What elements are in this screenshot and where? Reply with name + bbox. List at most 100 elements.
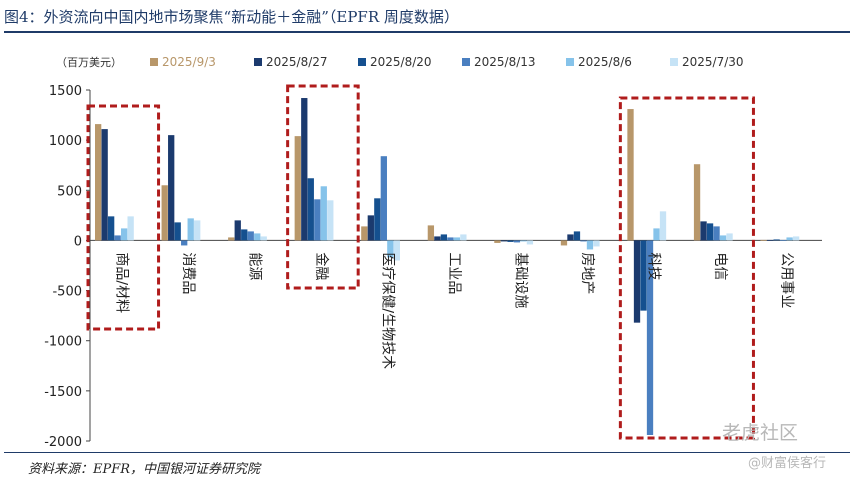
bar xyxy=(586,240,594,250)
highlight-box xyxy=(618,96,755,440)
bar xyxy=(294,136,301,241)
bar xyxy=(161,185,168,241)
bar xyxy=(380,156,387,241)
bar xyxy=(500,240,508,242)
legend-swatch xyxy=(254,58,262,66)
legend-label: 2025/9/3 xyxy=(162,55,216,69)
bar xyxy=(187,218,194,241)
category-label: 科技 xyxy=(646,252,662,280)
bar xyxy=(593,240,600,247)
legend-label: 2025/8/20 xyxy=(370,55,432,69)
category-group xyxy=(427,225,467,241)
legend-label: 2025/7/30 xyxy=(682,55,744,69)
category-group xyxy=(228,220,267,241)
category-label: 消费品 xyxy=(180,252,196,294)
legend-label: 2025/8/6 xyxy=(578,55,632,69)
category-label: 金融 xyxy=(313,252,329,280)
bar xyxy=(241,229,248,241)
bar xyxy=(108,216,115,241)
bar xyxy=(453,237,461,241)
bar xyxy=(700,221,707,241)
legend-swatch xyxy=(358,58,366,66)
highlight-box xyxy=(86,104,161,331)
bar xyxy=(507,240,514,242)
bar xyxy=(307,178,314,241)
bar xyxy=(526,240,534,245)
bar xyxy=(393,240,400,261)
y-tick-label: 0 xyxy=(74,234,82,249)
legend-swatch xyxy=(462,58,470,66)
bar xyxy=(247,231,254,241)
bar xyxy=(706,223,714,241)
legend-item: 2025/8/20 xyxy=(358,55,432,69)
bar xyxy=(460,234,467,241)
category-label: 能源 xyxy=(246,252,262,280)
bar xyxy=(560,240,568,246)
figure-title: 图4：外资流向中国内地市场聚焦“新动能＋金融”（EPFR 周度数据） xyxy=(4,8,459,26)
bar xyxy=(387,240,394,258)
category-label: 商品/材料 xyxy=(113,252,129,313)
bar xyxy=(101,129,108,241)
highlight-boxes xyxy=(86,84,755,440)
y-tick-label: 500 xyxy=(57,184,82,199)
bar xyxy=(766,239,774,241)
legend-swatch xyxy=(566,58,574,66)
watermark-logo: 老虎社区 xyxy=(722,422,799,444)
bar xyxy=(646,240,654,435)
bar xyxy=(234,220,241,241)
bar xyxy=(301,98,308,241)
bar xyxy=(653,228,660,241)
source-note: 资料来源：EPFR，中国银河证券研究院 xyxy=(28,462,261,477)
legend-label: 2025/8/13 xyxy=(474,55,536,69)
category-group xyxy=(161,135,201,246)
bar xyxy=(361,226,368,241)
category-label: 工业品 xyxy=(446,252,462,294)
watermark-handle: @财富侯客行 xyxy=(748,456,827,471)
bar xyxy=(779,239,787,241)
bar xyxy=(580,240,587,242)
category-group xyxy=(760,236,800,241)
y-axis-unit-label: （百万美元） xyxy=(56,56,122,69)
bar xyxy=(121,228,128,241)
y-tick-label: -500 xyxy=(52,285,82,300)
legend-swatch xyxy=(150,58,158,66)
legend-label: 2025/8/27 xyxy=(266,55,328,69)
category-group xyxy=(294,98,334,241)
category-label: 电信 xyxy=(712,252,728,280)
title-divider xyxy=(4,31,850,33)
category-label: 基础设施 xyxy=(513,252,530,308)
bar xyxy=(327,200,334,241)
category-label: 公用事业 xyxy=(779,252,795,308)
bar xyxy=(254,233,261,241)
bar xyxy=(713,226,720,241)
bar xyxy=(573,231,581,241)
category-label: 医疗保健/生物技术 xyxy=(379,252,395,369)
bar xyxy=(659,211,667,241)
legend-item: 2025/8/6 xyxy=(566,55,632,69)
bar xyxy=(314,199,321,241)
bar xyxy=(693,164,701,241)
bar xyxy=(513,240,521,243)
category-group xyxy=(693,164,733,241)
category-label: 房地产 xyxy=(579,252,595,294)
bar xyxy=(95,124,102,241)
bar xyxy=(127,216,134,241)
bar xyxy=(773,239,780,241)
bar xyxy=(434,236,441,241)
bar-series xyxy=(95,98,800,435)
legend-item: 2025/7/30 xyxy=(670,55,744,69)
legend-item: 2025/9/3 xyxy=(150,55,216,69)
bar xyxy=(228,237,235,241)
bar xyxy=(640,240,647,311)
y-axis: 1500 1000 500 0 -500 -1000 -1500 -2000 xyxy=(44,84,822,450)
bar xyxy=(567,234,574,241)
category-group xyxy=(95,124,134,241)
bar xyxy=(627,109,634,241)
bar xyxy=(114,235,121,241)
y-tick-label: 1500 xyxy=(49,84,82,99)
bar xyxy=(260,236,267,241)
legend-item: 2025/8/13 xyxy=(462,55,536,69)
category-group xyxy=(494,240,534,245)
source-divider xyxy=(4,452,850,453)
y-tick-label: -2000 xyxy=(44,435,82,450)
